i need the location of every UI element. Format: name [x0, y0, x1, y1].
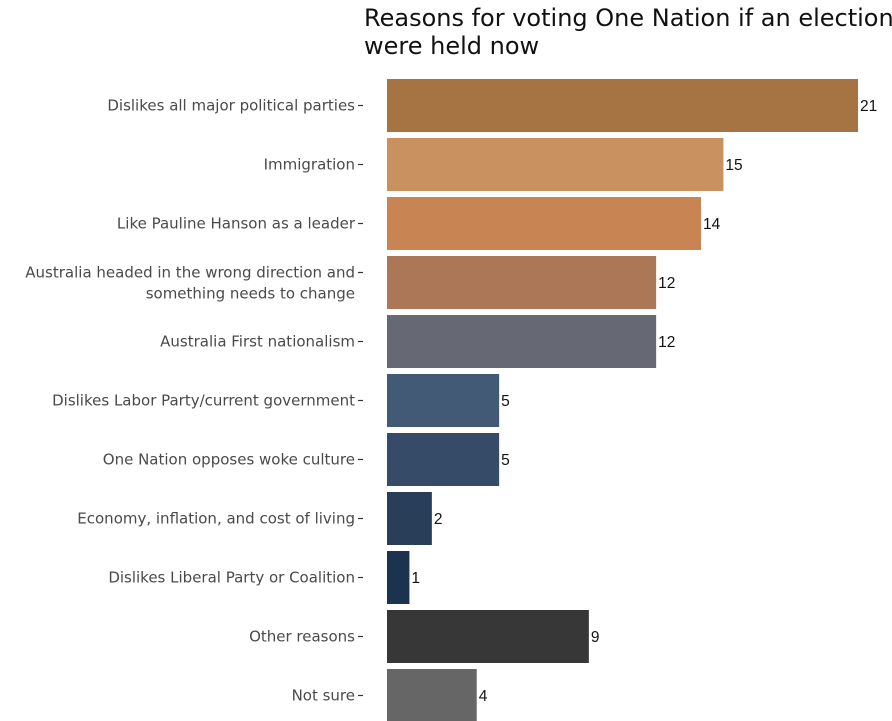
data-label: 5: [501, 452, 510, 469]
category-label: Other reasons: [249, 628, 355, 646]
bar: [387, 492, 432, 545]
bar: [387, 138, 724, 191]
category-label: Not sure: [292, 687, 355, 705]
category-label: One Nation opposes woke culture: [103, 451, 355, 469]
category-label: Immigration: [264, 156, 355, 174]
category-label: Dislikes Labor Party/current government: [52, 392, 355, 410]
category-label-line: Dislikes Liberal Party or Coalition: [108, 569, 355, 587]
category-label: Like Pauline Hanson as a leader: [117, 215, 356, 233]
chart-title-line-1: Reasons for voting One Nation if an elec…: [364, 4, 892, 32]
category-label-line: Australia First nationalism: [160, 333, 355, 351]
bar: [387, 374, 500, 427]
data-label: 4: [479, 688, 488, 705]
category-label-line: Australia headed in the wrong direction …: [25, 264, 355, 282]
chart-title: Reasons for voting One Nation if an elec…: [364, 4, 892, 60]
bar: [387, 315, 657, 368]
bar: [387, 79, 858, 132]
category-label-line: something needs to change: [146, 285, 355, 303]
data-label: 12: [658, 334, 675, 351]
bar: [387, 433, 500, 486]
category-label-line: Other reasons: [249, 628, 355, 646]
data-label: 5: [501, 393, 510, 410]
bar: [387, 256, 657, 309]
data-label: 1: [411, 570, 420, 587]
category-label: Economy, inflation, and cost of living: [77, 510, 355, 528]
category-label: Dislikes Liberal Party or Coalition: [108, 569, 355, 587]
bar: [387, 610, 589, 663]
bars-layer: Dislikes all major political parties 21Im…: [25, 79, 877, 721]
category-label-line: Not sure: [292, 687, 355, 705]
category-label-line: Like Pauline Hanson as a leader: [117, 215, 356, 233]
category-label-line: One Nation opposes woke culture: [103, 451, 355, 469]
data-label: 9: [591, 629, 600, 646]
bar: [387, 669, 477, 721]
data-label: 12: [658, 275, 675, 292]
chart-title-line-2: were held now: [364, 32, 539, 60]
data-label: 14: [703, 216, 721, 233]
category-label: Australia headed in the wrong direction …: [25, 264, 355, 303]
category-label: Dislikes all major political parties: [107, 97, 355, 115]
bar: [387, 197, 701, 250]
category-label-line: Dislikes Labor Party/current government: [52, 392, 355, 410]
data-label: 2: [434, 511, 443, 528]
category-label-line: Economy, inflation, and cost of living: [77, 510, 355, 528]
data-label: 21: [860, 98, 877, 115]
category-label: Australia First nationalism: [160, 333, 355, 351]
data-label: 15: [725, 157, 742, 174]
category-label-line: Immigration: [264, 156, 355, 174]
category-label-line: Dislikes all major political parties: [107, 97, 355, 115]
bar: [387, 551, 410, 604]
